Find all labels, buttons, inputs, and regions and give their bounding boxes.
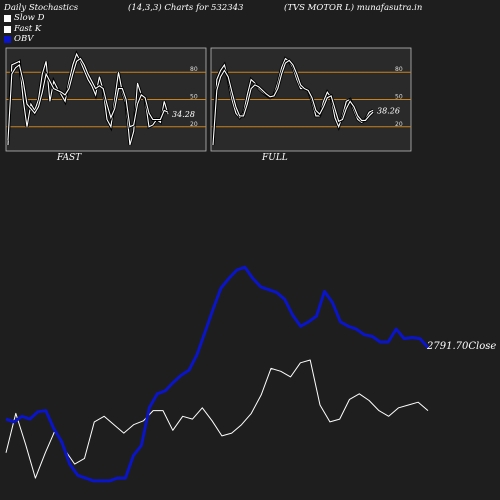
last-value-label: 34.28 bbox=[172, 110, 195, 119]
legend-fast-k: Fast K bbox=[14, 24, 42, 34]
tick-label-80: 80 bbox=[395, 66, 403, 73]
series-line-slow-d bbox=[212, 59, 374, 146]
close-price-label: 2791.70Close bbox=[427, 341, 497, 352]
tick-label-20: 20 bbox=[190, 121, 198, 128]
fast-k-swatch-icon bbox=[4, 26, 11, 33]
panel-label-fast: FAST bbox=[57, 153, 82, 163]
chart-title: Daily Stochastics bbox=[4, 3, 79, 13]
panel-label-full: FULL bbox=[262, 153, 288, 163]
company-site: (TVS MOTOR L) munafasutra.in bbox=[284, 3, 423, 13]
series-line-slow-d bbox=[7, 57, 169, 141]
obv-swatch-icon bbox=[4, 36, 11, 43]
close-price-line bbox=[5, 359, 429, 479]
last-value-label: 38.26 bbox=[377, 106, 400, 115]
tick-label-80: 80 bbox=[190, 66, 198, 73]
obv-line bbox=[5, 265, 430, 483]
tick-label-20: 20 bbox=[395, 121, 403, 128]
slow-d-swatch-icon bbox=[4, 15, 11, 22]
legend-slow-d: Slow D bbox=[14, 13, 45, 23]
chart-params: (14,3,3) Charts for 532343 bbox=[128, 3, 244, 13]
legend-obv: OBV bbox=[14, 34, 34, 44]
tick-label-50: 50 bbox=[190, 94, 198, 101]
tick-label-50: 50 bbox=[395, 94, 403, 101]
